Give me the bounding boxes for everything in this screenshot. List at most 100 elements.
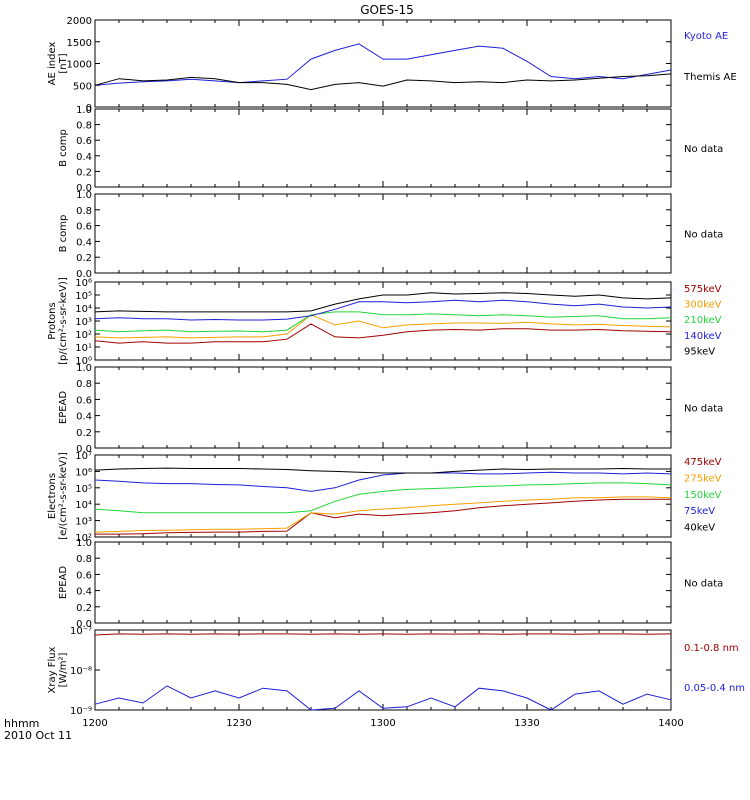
ylabel-bcomp2-0: B comp xyxy=(58,215,69,253)
legend-electrons-3: 75keV xyxy=(684,506,715,517)
ytick-label-ae-0: 0 xyxy=(86,103,92,114)
ylabel-protons-0: Protons xyxy=(47,302,58,339)
panel-epead2: EPEAD 0.0 0.2 0.4 0.6 0.8 1.0 No data xyxy=(58,538,723,630)
ytick-label-protons-6: 10⁶ xyxy=(75,278,92,289)
panel-frame-epead1 xyxy=(94,366,672,449)
ytick-label-xray-1: 10⁻⁸ xyxy=(70,666,92,677)
ytick-label-bcomp1-5: 1.0 xyxy=(76,105,92,116)
ylabel-protons-1: [p/(cm²-s-sr-keV)] xyxy=(58,277,69,365)
panel-frame-bcomp2 xyxy=(94,193,672,274)
ylabel-electrons-0: Electrons xyxy=(47,473,58,519)
ytick-label-protons-5: 10⁵ xyxy=(75,291,92,302)
ytick-label-ae-3: 1500 xyxy=(67,38,92,49)
panel-xray: Xray Flux [W/m²] 10⁻⁹ 10⁻⁸ 10⁻⁷ 0.1-0.8 nm 0.0… xyxy=(47,626,745,717)
panels: AE index [nT] 0 500 1000 1500 2000 Kyoto AE Them… xyxy=(47,16,745,729)
series-line-xray-0 xyxy=(94,633,672,636)
footer-date: 2010 Oct 11 xyxy=(4,729,72,742)
legend-protons-3: 140keV xyxy=(684,331,722,342)
ytick-label-electrons-4: 10⁶ xyxy=(75,467,92,478)
series-line-xray-1 xyxy=(94,685,672,711)
xtick-label-3: 1330 xyxy=(514,718,539,729)
ylabel-electrons-1: [e/(cm²-s-sr-keV)] xyxy=(58,452,69,540)
legend-protons-0: 575keV xyxy=(684,284,722,295)
ytick-label-ae-4: 2000 xyxy=(67,16,92,27)
legend-xray-0: 0.1-0.8 nm xyxy=(684,643,739,654)
ytick-label-epead1-3: 0.6 xyxy=(76,395,92,406)
ytick-label-epead2-5: 1.0 xyxy=(76,538,92,549)
series-line-electrons-4 xyxy=(94,467,671,474)
panel-frame-epead2 xyxy=(94,541,672,624)
ytick-label-epead1-2: 0.4 xyxy=(76,412,92,423)
ytick-label-ae-1: 500 xyxy=(73,81,92,92)
series-line-ae-1 xyxy=(94,73,672,91)
panel-frame-xray xyxy=(94,629,672,711)
panel-bcomp1: B comp 0.0 0.2 0.4 0.6 0.8 1.0 No data xyxy=(58,105,723,194)
series-line-electrons-1 xyxy=(94,496,672,533)
ytick-label-epead2-2: 0.4 xyxy=(76,587,92,598)
ytick-label-bcomp2-4: 0.8 xyxy=(76,206,92,217)
ytick-label-bcomp1-0: 0.0 xyxy=(76,183,92,194)
ytick-label-protons-2: 10² xyxy=(75,330,92,341)
ytick-label-bcomp1-4: 0.8 xyxy=(76,121,92,132)
plot-title: GOES-15 xyxy=(360,3,414,17)
ylabel-xray-0: Xray Flux xyxy=(47,646,58,693)
panel-frame-ae xyxy=(94,19,672,108)
legend-protons-4: 95keV xyxy=(684,346,715,357)
ytick-label-protons-3: 10³ xyxy=(75,317,92,328)
legend-ae-0: Kyoto AE xyxy=(684,31,728,42)
ytick-label-epead2-1: 0.2 xyxy=(76,603,92,614)
ytick-label-electrons-3: 10⁵ xyxy=(75,484,92,495)
no-data-bcomp1: No data xyxy=(684,144,723,155)
ylabel-epead1-0: EPEAD xyxy=(58,391,69,425)
panel-frame-electrons xyxy=(94,454,672,538)
panel-electrons: Electrons [e/(cm²-s-sr-keV)] 10² 10³ 10⁴ 10⁵ 1… xyxy=(47,451,722,544)
ytick-label-xray-0: 10⁻⁹ xyxy=(70,706,92,717)
ylabel-ae-1: [nT] xyxy=(58,53,69,73)
legend-electrons-2: 150keV xyxy=(684,490,722,501)
ytick-label-epead1-5: 1.0 xyxy=(76,363,92,374)
ytick-label-bcomp1-3: 0.6 xyxy=(76,136,92,147)
series-line-ae-0 xyxy=(94,43,672,86)
series-line-protons-3 xyxy=(94,299,672,321)
legend-electrons-0: 475keV xyxy=(684,457,722,468)
panel-epead1: EPEAD 0.0 0.2 0.4 0.6 0.8 1.0 No data xyxy=(58,363,723,455)
series-line-protons-0 xyxy=(94,323,672,344)
legend-ae-1: Themis AE xyxy=(683,72,737,83)
ytick-label-epead1-0: 0.0 xyxy=(76,444,92,455)
ytick-label-bcomp2-2: 0.4 xyxy=(76,237,92,248)
ytick-label-protons-0: 10⁰ xyxy=(75,356,92,367)
ytick-label-bcomp1-2: 0.4 xyxy=(76,152,92,163)
legend-xray-1: 0.05-0.4 nm xyxy=(684,683,745,694)
series-line-protons-2 xyxy=(94,311,672,333)
no-data-epead1: No data xyxy=(684,404,723,415)
series-line-protons-1 xyxy=(94,314,672,339)
ytick-label-epead2-0: 0.0 xyxy=(76,619,92,630)
ylabel-ae-0: AE index xyxy=(47,42,58,86)
ytick-label-electrons-5: 10⁷ xyxy=(75,451,92,462)
ytick-label-epead2-3: 0.6 xyxy=(76,570,92,581)
panel-ae: AE index [nT] 0 500 1000 1500 2000 Kyoto AE Them… xyxy=(47,16,737,114)
ytick-label-epead1-1: 0.2 xyxy=(76,428,92,439)
xtick-label-2: 1300 xyxy=(370,718,395,729)
no-data-epead2: No data xyxy=(684,579,723,590)
legend-protons-2: 210keV xyxy=(684,315,722,326)
series-line-electrons-0 xyxy=(95,498,671,535)
no-data-bcomp2: No data xyxy=(684,230,723,241)
ytick-label-electrons-0: 10² xyxy=(75,533,92,544)
legend-electrons-1: 275keV xyxy=(684,473,722,484)
panel-bcomp2: B comp 0.0 0.2 0.4 0.6 0.8 1.0 No data xyxy=(58,190,723,280)
series-line-electrons-3 xyxy=(94,471,672,492)
ylabel-xray-1: [W/m²] xyxy=(58,652,69,687)
ytick-label-bcomp1-1: 0.2 xyxy=(76,167,92,178)
ytick-label-xray-2: 10⁻⁷ xyxy=(70,626,92,637)
footer-hhmm: hhmm xyxy=(4,717,39,730)
series-line-electrons-2 xyxy=(94,482,672,514)
ytick-label-bcomp2-0: 0.0 xyxy=(76,269,92,280)
ytick-label-bcomp2-3: 0.6 xyxy=(76,222,92,233)
ylabel-epead2-0: EPEAD xyxy=(58,566,69,600)
ytick-label-epead1-4: 0.8 xyxy=(76,379,92,390)
ytick-label-bcomp2-1: 0.2 xyxy=(76,253,92,264)
ytick-label-ae-2: 1000 xyxy=(67,60,92,71)
xtick-label-0: 1200 xyxy=(82,718,107,729)
ytick-label-epead2-4: 0.8 xyxy=(76,554,92,565)
